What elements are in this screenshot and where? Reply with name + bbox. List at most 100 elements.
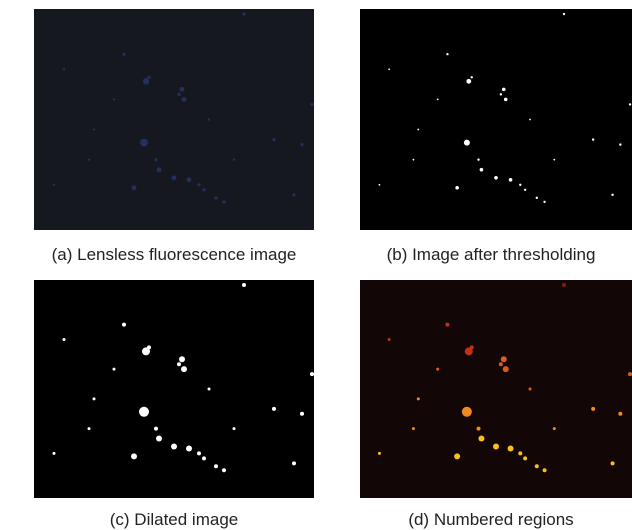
spot bbox=[529, 388, 532, 391]
spot bbox=[88, 158, 90, 160]
spot bbox=[310, 372, 314, 376]
spot bbox=[518, 451, 522, 455]
spot bbox=[611, 461, 615, 465]
spot bbox=[478, 436, 484, 442]
spot bbox=[197, 183, 200, 186]
spot bbox=[543, 201, 545, 203]
spot bbox=[172, 175, 177, 180]
spot bbox=[300, 412, 304, 416]
spot bbox=[292, 461, 296, 465]
spot bbox=[477, 158, 479, 160]
spot bbox=[563, 13, 565, 15]
spot bbox=[529, 119, 531, 121]
spot bbox=[464, 140, 470, 146]
spot bbox=[88, 427, 91, 430]
spot bbox=[233, 158, 235, 160]
spot bbox=[300, 143, 303, 146]
image-b bbox=[360, 9, 632, 230]
image-background bbox=[34, 280, 314, 498]
spot bbox=[611, 194, 613, 196]
caption: (a) Lensless fluorescence image bbox=[4, 245, 344, 265]
spot bbox=[471, 76, 473, 78]
spot bbox=[272, 138, 275, 141]
spot bbox=[272, 407, 276, 411]
spot bbox=[113, 98, 115, 100]
image-d bbox=[360, 280, 632, 498]
spot bbox=[536, 197, 538, 199]
spot bbox=[53, 452, 56, 455]
spot bbox=[454, 453, 460, 459]
image-background bbox=[34, 9, 314, 230]
spot bbox=[592, 138, 594, 140]
spot bbox=[154, 158, 157, 161]
spot bbox=[494, 176, 498, 180]
spot bbox=[181, 366, 187, 372]
spot bbox=[197, 451, 201, 455]
spot bbox=[388, 338, 391, 341]
panel-d bbox=[360, 280, 632, 498]
spot bbox=[437, 99, 439, 101]
spot bbox=[157, 167, 162, 172]
spot bbox=[233, 427, 236, 430]
spot bbox=[202, 456, 206, 460]
spot bbox=[446, 53, 448, 55]
spot bbox=[93, 128, 95, 130]
spot bbox=[171, 443, 177, 449]
spot bbox=[132, 185, 137, 190]
caption: (c) Dilated image bbox=[4, 510, 344, 530]
spot bbox=[628, 372, 632, 376]
spot bbox=[139, 407, 149, 417]
image-a bbox=[34, 9, 314, 230]
spot bbox=[553, 159, 555, 161]
spot bbox=[177, 362, 181, 366]
spot bbox=[477, 427, 481, 431]
spot bbox=[187, 177, 192, 182]
spot bbox=[310, 103, 313, 106]
spot bbox=[208, 118, 210, 120]
spot bbox=[553, 427, 556, 430]
spot bbox=[413, 159, 415, 161]
spot bbox=[618, 412, 622, 416]
spot bbox=[292, 193, 295, 196]
panel-b bbox=[360, 9, 632, 230]
spot bbox=[591, 407, 595, 411]
caption: (b) Image after thresholding bbox=[350, 245, 632, 265]
spot bbox=[63, 338, 66, 341]
spot bbox=[436, 368, 439, 371]
spot bbox=[214, 464, 218, 468]
spot bbox=[222, 468, 226, 472]
spot bbox=[379, 184, 381, 186]
spot bbox=[388, 68, 390, 70]
spot bbox=[562, 283, 566, 287]
spot bbox=[180, 87, 185, 92]
spot bbox=[535, 464, 539, 468]
spot bbox=[519, 184, 521, 186]
spot bbox=[466, 79, 471, 84]
spot bbox=[147, 345, 151, 349]
spot bbox=[412, 427, 415, 430]
spot bbox=[508, 445, 514, 451]
spot bbox=[202, 188, 205, 191]
spot bbox=[502, 88, 506, 92]
spot bbox=[499, 362, 503, 366]
image-background bbox=[360, 280, 632, 498]
spot bbox=[242, 12, 245, 15]
spot bbox=[242, 283, 246, 287]
spot bbox=[445, 323, 449, 327]
spot bbox=[122, 53, 125, 56]
spot bbox=[156, 436, 162, 442]
spot bbox=[186, 445, 192, 451]
spot bbox=[182, 97, 187, 102]
spot bbox=[501, 356, 507, 362]
panel-a bbox=[34, 9, 314, 230]
spot bbox=[509, 178, 513, 182]
spot bbox=[177, 93, 180, 96]
spot bbox=[131, 453, 137, 459]
spot bbox=[470, 345, 474, 349]
image-c bbox=[34, 280, 314, 498]
spot bbox=[503, 366, 509, 372]
spot bbox=[543, 468, 547, 472]
spot bbox=[113, 368, 116, 371]
spot bbox=[524, 189, 526, 191]
spot bbox=[417, 129, 419, 131]
